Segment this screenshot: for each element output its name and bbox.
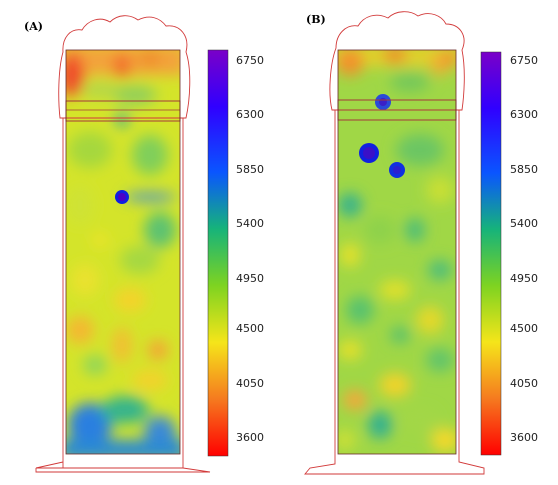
panel-b-outline (329, 11, 465, 111)
panel-b: (B) (304, 11, 485, 475)
panel-a-outline (58, 15, 191, 119)
panel-a-label: (A) (24, 20, 43, 33)
colorbar-b-tick: 6750 (510, 54, 538, 67)
colorbar-a-tick: 5850 (236, 163, 264, 176)
panel-b-label: (B) (306, 13, 326, 26)
colorbar-a: 6750 6300 5850 5400 4950 4500 4050 3600 (207, 49, 264, 457)
panel-a-heatmap (66, 50, 180, 454)
colorbar-a-tick: 4050 (236, 377, 264, 390)
colorbar-b-tick: 6300 (510, 108, 538, 121)
colorbar-b-tick: 5400 (510, 217, 538, 230)
colorbar-a-tick: 6300 (236, 108, 264, 121)
colorbar-a-tick: 4500 (236, 322, 264, 335)
colorbar-b-tick: 4050 (510, 377, 538, 390)
panel-a: (A) (24, 15, 211, 473)
colorbar-a-tick: 3600 (236, 431, 264, 444)
colorbar-b: 6750 6300 5850 5400 4950 4500 4050 3600 (480, 51, 538, 456)
colorbar-b-tick: 4950 (510, 272, 538, 285)
colorbar-a-tick: 6750 (236, 54, 264, 67)
colorbar-b-tick: 4500 (510, 322, 538, 335)
colorbar-b-tick: 3600 (510, 431, 538, 444)
panel-b-heatmap (338, 50, 456, 454)
colorbar-a-tick: 4950 (236, 272, 264, 285)
colorbar-b-tick: 5850 (510, 163, 538, 176)
colorbar-a-tick: 5400 (236, 217, 264, 230)
